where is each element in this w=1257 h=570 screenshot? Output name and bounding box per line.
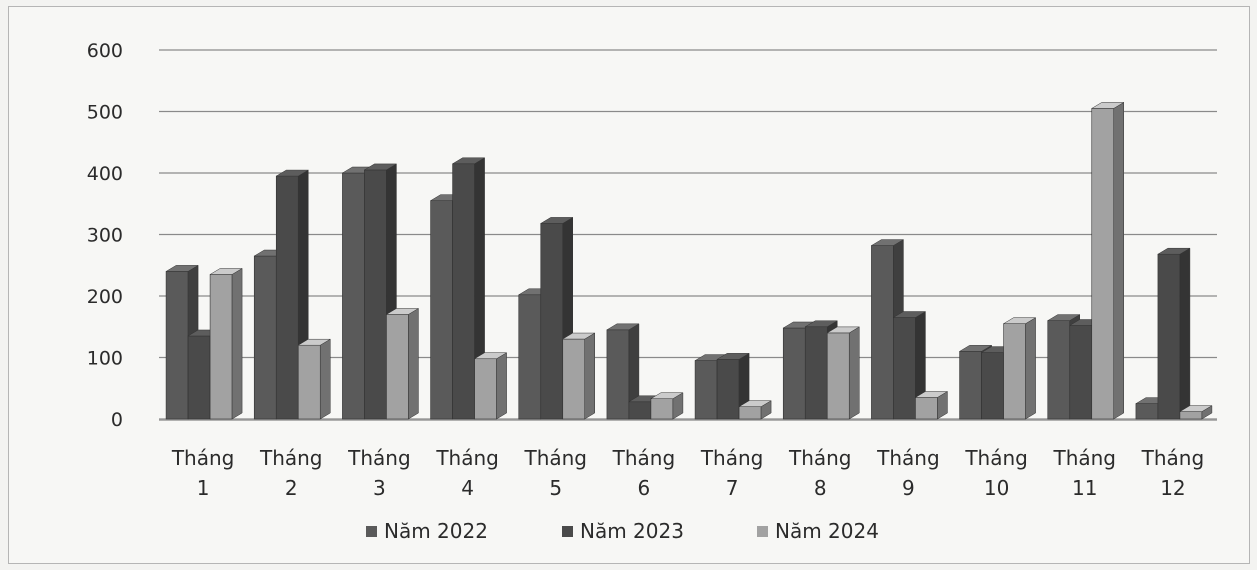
x-tick-label: 11 — [1072, 476, 1097, 500]
y-tick-label: 0 — [111, 409, 123, 431]
bar — [650, 392, 684, 420]
bar — [209, 268, 243, 420]
x-tick-label: Tháng — [788, 446, 852, 470]
x-tick-label: Tháng — [1141, 446, 1205, 470]
bar — [473, 352, 508, 420]
x-tick-label: 3 — [373, 476, 386, 500]
bar — [892, 311, 927, 420]
bar — [561, 332, 596, 420]
x-tick-label: Tháng — [612, 446, 676, 470]
x-tick-label: Tháng — [964, 446, 1028, 470]
gridlines — [159, 49, 1217, 421]
x-tick-label: Tháng — [171, 446, 235, 470]
x-tick-label: 1 — [197, 476, 210, 500]
bar — [606, 323, 640, 420]
legend-swatch — [366, 526, 377, 537]
x-tick-label: Tháng — [700, 446, 764, 470]
x-axis: Tháng 1 Tháng 2 Tháng 3 Tháng 4 Tháng 5 Tháng 6 Thán… — [171, 446, 1204, 500]
bar — [1179, 405, 1213, 420]
legend: Năm 2022 Năm 2023 Năm 2024 — [366, 519, 879, 543]
x-tick-label: 5 — [549, 476, 562, 500]
y-tick-label: 600 — [87, 40, 123, 62]
x-tick-label: 2 — [285, 476, 298, 500]
x-tick-label: 12 — [1160, 476, 1185, 500]
legend-label: Năm 2024 — [775, 519, 879, 543]
x-tick-label: 4 — [461, 476, 474, 500]
x-tick-label: Tháng — [876, 446, 940, 470]
legend-label: Năm 2022 — [384, 519, 488, 543]
bar — [1002, 317, 1037, 420]
y-tick-label: 300 — [87, 225, 123, 247]
y-tick-label: 100 — [87, 348, 123, 370]
legend-label: Năm 2023 — [580, 519, 684, 543]
bar — [297, 338, 332, 420]
bar — [914, 391, 949, 420]
bar — [826, 326, 861, 420]
x-tick-label: 8 — [814, 476, 827, 500]
x-tick-label: Tháng — [435, 446, 499, 470]
x-tick-label: 9 — [902, 476, 915, 500]
x-tick-label: 6 — [638, 476, 651, 500]
x-tick-label: 10 — [984, 476, 1009, 500]
legend-swatch — [757, 526, 768, 537]
bar — [385, 308, 420, 420]
x-tick-label: Tháng — [347, 446, 411, 470]
bar — [738, 400, 772, 420]
y-tick-label: 200 — [87, 286, 123, 308]
x-tick-label: 7 — [726, 476, 739, 500]
bar — [716, 352, 750, 420]
y-tick-label: 500 — [87, 102, 123, 124]
bar — [1157, 247, 1191, 420]
y-tick-label: 400 — [87, 163, 123, 185]
y-axis: 0 100 200 300 400 500 600 — [87, 40, 123, 431]
x-tick-label: Tháng — [523, 446, 587, 470]
chart-frame: 0 100 200 300 400 500 600 Tháng 1 Tháng 2 Tháng 3 Th… — [8, 6, 1250, 564]
x-tick-label: Tháng — [1052, 446, 1116, 470]
bars — [165, 101, 1213, 420]
bar — [1090, 101, 1125, 420]
x-tick-label: Tháng — [259, 446, 323, 470]
bar — [451, 157, 486, 420]
legend-swatch — [562, 526, 573, 537]
